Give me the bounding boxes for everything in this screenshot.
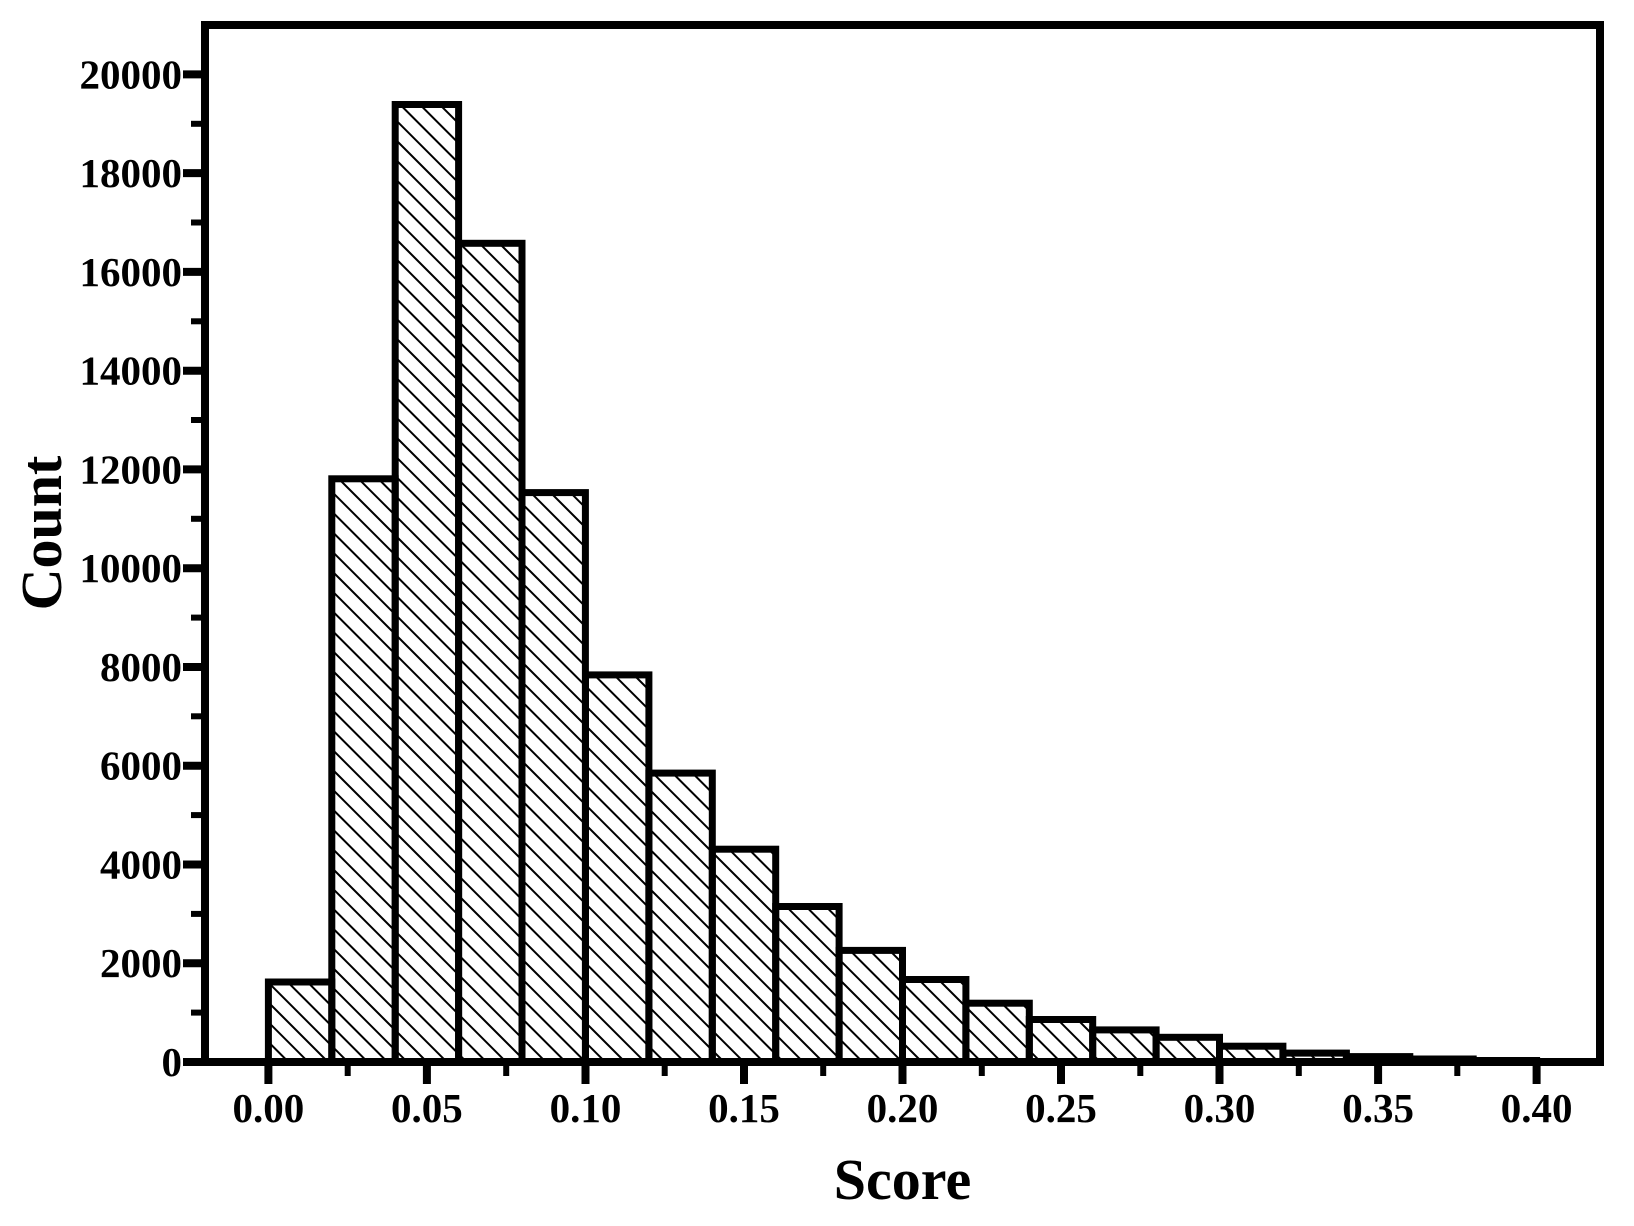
histogram-bar <box>328 475 399 1066</box>
histogram-bar <box>899 976 970 1066</box>
histogram-bar <box>962 999 1033 1066</box>
y-tick-label: 18000 <box>80 150 183 196</box>
x-tick-label: 0.05 <box>391 1085 463 1131</box>
y-tick-label: 16000 <box>80 249 183 295</box>
histogram-bar <box>645 769 716 1066</box>
y-axis-label: Count <box>9 455 74 611</box>
histogram-bar <box>391 101 463 1066</box>
y-tick-label: 12000 <box>80 446 183 492</box>
x-tick-label: 0.15 <box>708 1085 780 1131</box>
histogram-bar <box>1089 1026 1160 1066</box>
histogram-bar <box>518 489 589 1066</box>
y-tick-label: 0 <box>162 1039 183 1085</box>
histogram-bar <box>455 239 526 1066</box>
histogram-bar <box>772 903 843 1066</box>
histogram-bar <box>582 671 653 1066</box>
x-tick-label: 0.35 <box>1342 1085 1414 1131</box>
y-tick-label: 4000 <box>100 842 182 888</box>
histogram-bar <box>1025 1016 1097 1066</box>
x-tick-label: 0.40 <box>1501 1085 1573 1131</box>
x-tick-label: 0.00 <box>233 1085 305 1131</box>
y-tick-label: 8000 <box>100 644 182 690</box>
y-tick-label: 2000 <box>100 940 182 986</box>
x-tick-label: 0.25 <box>1025 1085 1097 1131</box>
histogram-bar <box>708 845 780 1066</box>
x-tick-label: 0.30 <box>1184 1085 1256 1131</box>
y-tick-label: 14000 <box>80 348 183 394</box>
histogram-bar <box>835 946 906 1066</box>
y-tick-label: 20000 <box>80 51 183 97</box>
histogram-bar <box>264 978 336 1066</box>
x-axis-label: Score <box>833 1147 972 1212</box>
x-tick-label: 0.10 <box>550 1085 622 1131</box>
y-tick-label: 10000 <box>80 545 183 591</box>
x-tick-label: 0.20 <box>867 1085 939 1131</box>
y-tick-label: 6000 <box>100 743 182 789</box>
